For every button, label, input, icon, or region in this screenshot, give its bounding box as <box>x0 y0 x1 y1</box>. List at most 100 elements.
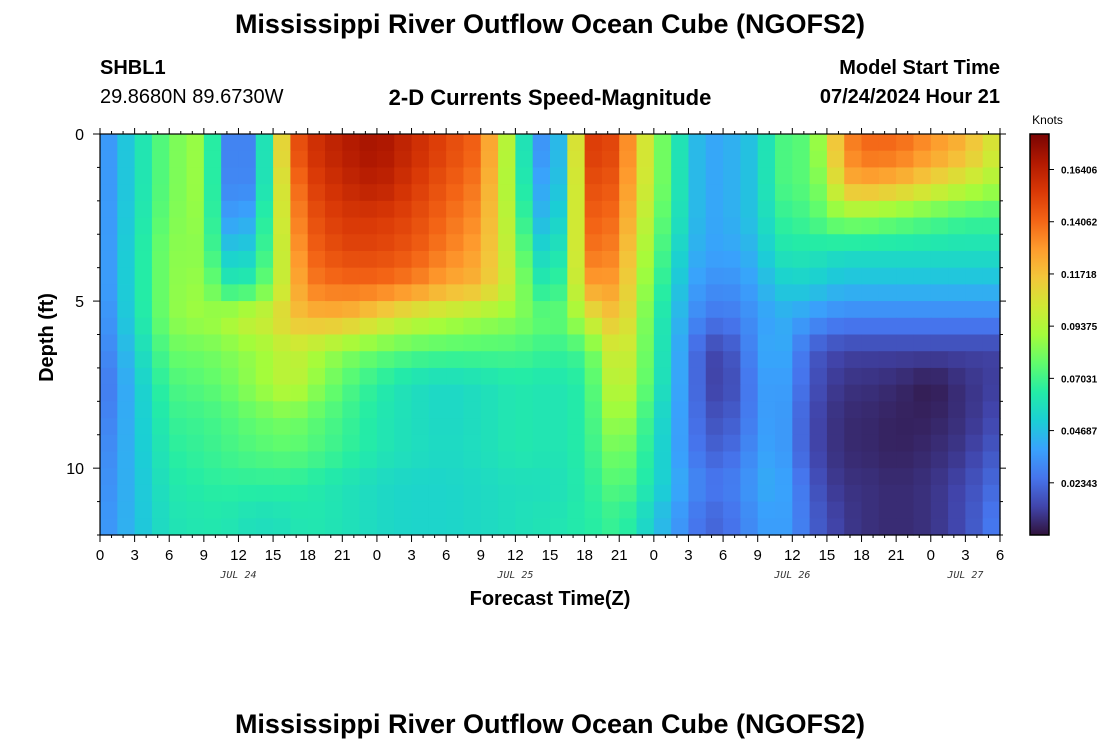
heatmap-cell <box>792 518 811 536</box>
heatmap-cell <box>446 134 465 152</box>
heatmap-cell <box>948 317 966 336</box>
heatmap-cell <box>826 518 845 536</box>
heatmap-cell <box>273 384 291 402</box>
heatmap-cell <box>636 150 655 169</box>
heatmap-cell <box>342 284 361 302</box>
heatmap-cell <box>186 451 205 469</box>
heatmap-cell <box>723 317 741 336</box>
heatmap-cell <box>809 217 828 235</box>
heatmap-cell <box>688 334 707 352</box>
heatmap-cell <box>411 334 430 352</box>
heatmap-cell <box>342 167 361 185</box>
heatmap-cell <box>463 484 482 503</box>
heatmap-cell <box>221 217 240 235</box>
heatmap-cell <box>307 484 326 503</box>
heatmap-cell <box>376 434 395 453</box>
heatmap-cell <box>238 200 257 219</box>
heatmap-cell <box>584 217 603 235</box>
heatmap-cell <box>255 468 274 486</box>
x-tick-label: 21 <box>611 547 628 564</box>
heatmap-cell <box>446 351 465 369</box>
heatmap-cell <box>844 401 863 419</box>
heatmap-cell <box>705 134 724 152</box>
heatmap-cell <box>896 484 915 503</box>
heatmap-cell <box>826 401 845 419</box>
heatmap-cell <box>238 167 257 185</box>
heatmap-cell <box>394 518 413 536</box>
heatmap-cell <box>653 200 672 219</box>
heatmap-cell <box>861 217 880 235</box>
heatmap-cell <box>671 351 690 369</box>
heatmap-cell <box>723 200 741 219</box>
heatmap-cell <box>965 301 984 319</box>
heatmap-cell <box>671 301 690 319</box>
heatmap-cell <box>273 234 291 252</box>
heatmap-cell <box>757 200 776 219</box>
x-tick-label: 12 <box>230 547 247 564</box>
heatmap-cell <box>671 384 690 402</box>
heatmap-cell <box>982 150 1001 169</box>
heatmap-cell <box>913 250 932 269</box>
heatmap-cell <box>428 284 447 302</box>
heatmap-cell <box>498 317 516 336</box>
heatmap-cell <box>221 468 240 486</box>
heatmap-cell <box>446 250 465 269</box>
heatmap-cell <box>844 468 863 486</box>
date-label: JUL 24 <box>219 570 256 581</box>
heatmap-cell <box>792 234 811 252</box>
heatmap-cell <box>290 200 309 219</box>
heatmap-cell <box>948 234 966 252</box>
heatmap-cell <box>480 451 499 469</box>
heatmap-cell <box>775 384 793 402</box>
x-tick-label: 3 <box>961 547 969 564</box>
heatmap-cell <box>688 384 707 402</box>
x-tick-label: 3 <box>684 547 692 564</box>
heatmap-cell <box>930 167 949 185</box>
heatmap-cell <box>169 150 188 169</box>
heatmap-cell <box>619 317 638 336</box>
heatmap-cell <box>740 367 759 386</box>
heatmap-cell <box>723 150 741 169</box>
heatmap-cell <box>567 351 586 369</box>
heatmap-cell <box>325 401 343 419</box>
heatmap-cell <box>238 317 257 336</box>
heatmap-cell <box>238 367 257 386</box>
heatmap-cell <box>169 284 188 302</box>
heatmap-cell <box>342 334 361 352</box>
page-title: Mississippi River Outflow Ocean Cube (NG… <box>234 9 866 39</box>
heatmap-cell <box>567 468 586 486</box>
heatmap-cell <box>186 134 205 152</box>
heatmap-cell <box>100 468 118 486</box>
heatmap-cell <box>775 351 793 369</box>
heatmap-cell <box>134 200 153 219</box>
heatmap-cell <box>878 401 897 419</box>
heatmap-cell <box>151 367 170 386</box>
heatmap-cell <box>325 518 343 536</box>
heatmap-cell <box>792 334 811 352</box>
heatmap-cell <box>913 451 932 469</box>
x-tick-label: 18 <box>299 547 316 564</box>
heatmap-cell <box>861 384 880 402</box>
heatmap-cell <box>411 200 430 219</box>
heatmap-cell <box>740 317 759 336</box>
heatmap-cell <box>653 234 672 252</box>
heatmap-cell <box>601 234 620 252</box>
heatmap-cell <box>480 334 499 352</box>
heatmap-cell <box>861 317 880 336</box>
heatmap-cell <box>480 134 499 152</box>
heatmap-cell <box>688 217 707 235</box>
heatmap-cell <box>532 484 551 503</box>
heatmap-cell <box>307 301 326 319</box>
heatmap-cell <box>394 451 413 469</box>
heatmap-cell <box>740 301 759 319</box>
heatmap-cell <box>550 267 568 285</box>
heatmap-cell <box>705 367 724 386</box>
heatmap-cell <box>359 351 378 369</box>
colorbar <box>1029 133 1050 536</box>
heatmap-cell <box>809 167 828 185</box>
heatmap-cell <box>948 484 966 503</box>
heatmap-cell <box>619 301 638 319</box>
heatmap-cell <box>238 150 257 169</box>
heatmap-cell <box>325 200 343 219</box>
heatmap-cell <box>273 167 291 185</box>
